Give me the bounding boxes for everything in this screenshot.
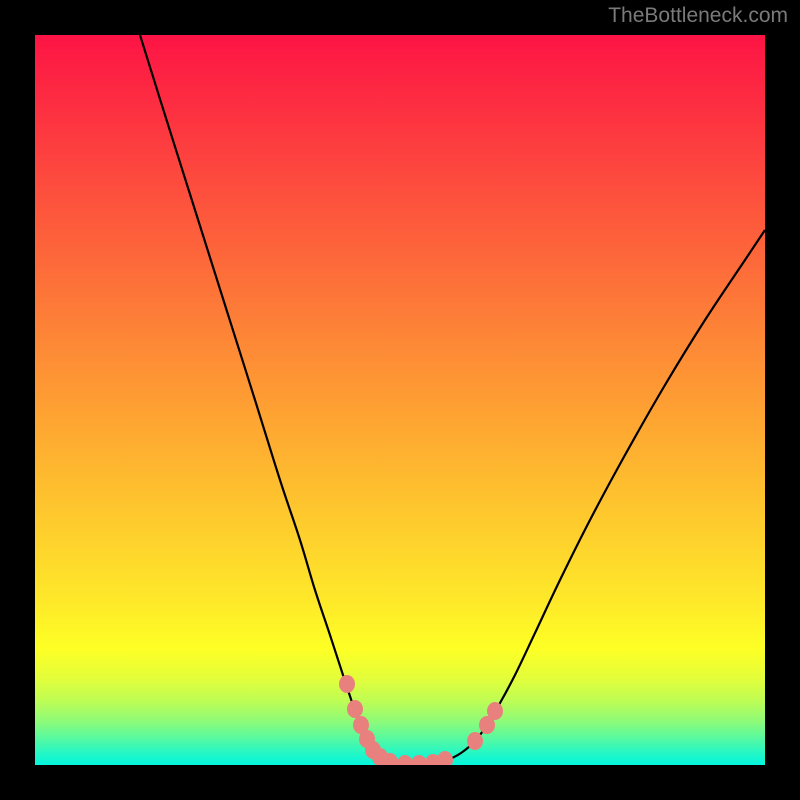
data-markers	[339, 675, 503, 765]
marker-point	[437, 751, 453, 765]
curve-layer	[35, 35, 765, 765]
plot-area	[35, 35, 765, 765]
marker-point	[397, 755, 413, 765]
curve-right	[410, 230, 765, 765]
curve-left	[140, 35, 410, 765]
marker-point	[411, 755, 427, 765]
marker-point	[467, 732, 483, 750]
watermark-text: TheBottleneck.com	[608, 4, 788, 28]
marker-point	[339, 675, 355, 693]
marker-point	[347, 700, 363, 718]
chart-container: TheBottleneck.com	[0, 0, 800, 800]
marker-point	[487, 702, 503, 720]
